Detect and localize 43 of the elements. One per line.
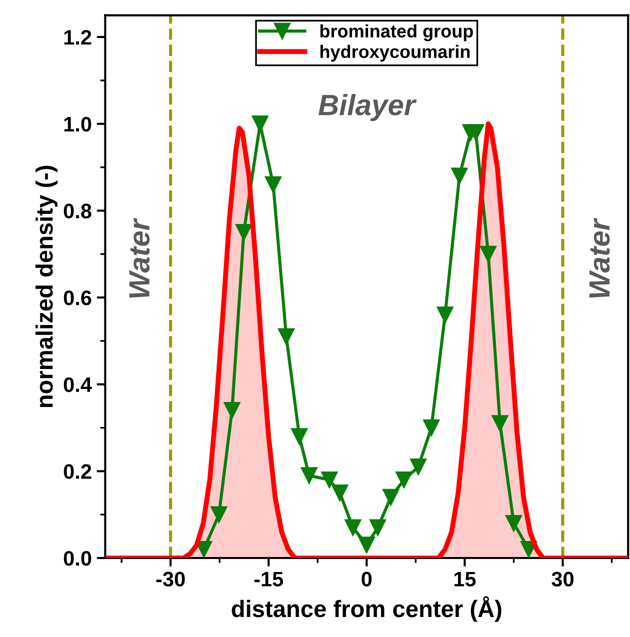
- x-tick-label: 30: [552, 572, 574, 587]
- y-tick-label: 0.2: [64, 464, 92, 479]
- legend-label: hydroxycoumarin: [320, 44, 470, 62]
- x-axis-title: distance from center (Å): [232, 596, 502, 622]
- point: [252, 116, 268, 132]
- point: [224, 402, 240, 419]
- point: [436, 306, 454, 324]
- point: [321, 472, 338, 488]
- x-tick-label: -30: [156, 572, 185, 587]
- point: [332, 484, 348, 502]
- point: [410, 458, 427, 476]
- point: [505, 514, 522, 532]
- y-axis-title: normalized density (-): [35, 166, 58, 408]
- point: [369, 519, 386, 536]
- point: [382, 488, 400, 506]
- x-tick-label: -15: [254, 572, 284, 587]
- point: [235, 224, 252, 241]
- point: [480, 246, 497, 262]
- point: [344, 519, 362, 536]
- y-tick-label: 0.6: [64, 290, 92, 306]
- point: [423, 419, 440, 436]
- y-tick-label: 1.0: [64, 116, 92, 132]
- point: [210, 506, 228, 523]
- point: [291, 428, 308, 445]
- point: [396, 472, 412, 488]
- point: [196, 540, 212, 558]
- point: [467, 124, 484, 141]
- annotation: Water: [129, 218, 150, 298]
- point: [358, 536, 375, 554]
- point: [492, 415, 508, 432]
- point: [264, 176, 282, 193]
- annotation: Bilayer: [318, 94, 417, 122]
- y-tick-label: 0.8: [64, 204, 92, 218]
- legend-label: brominated group: [320, 24, 473, 42]
- y-tick-label: 0.0: [64, 551, 92, 566]
- x-tick-label: 15: [454, 572, 476, 587]
- annotation: Water: [589, 218, 610, 298]
- point: [451, 168, 468, 184]
- y-tick-label: 1.2: [64, 30, 92, 45]
- point: [278, 328, 295, 345]
- point: [300, 467, 318, 484]
- y-tick-label: 0.4: [64, 377, 92, 392]
- x-tick-label: 0: [362, 572, 372, 587]
